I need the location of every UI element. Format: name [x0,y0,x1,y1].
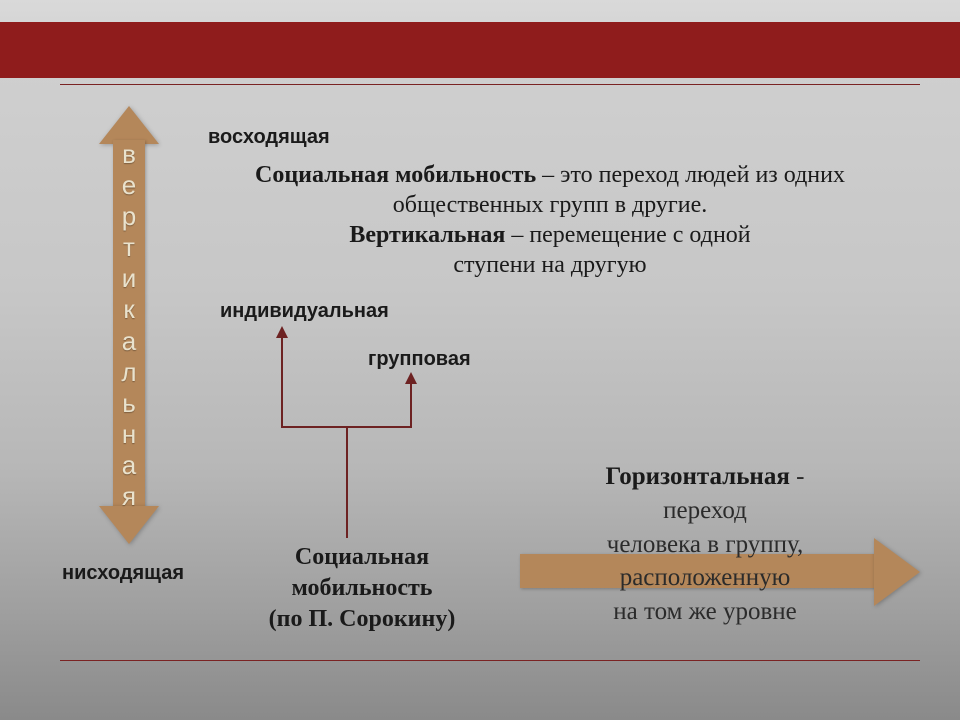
definition-l2: общественных групп в другие. [190,190,910,220]
top-bar [0,22,960,78]
tree-root-l2: мобильность [232,573,492,604]
vertical-arrow-letter: ь [122,390,136,416]
definition-l3r: – перемещение с одной [505,222,750,248]
vertical-arrow-letter: л [121,359,136,385]
tree-line-stem [346,426,348,538]
vertical-arrow-letter: р [122,203,136,229]
definition-term1: Социальная мобильность [255,162,536,188]
vertical-arrow: вертикальная [105,110,153,540]
vertical-arrow-letter: к [123,296,134,322]
vertical-arrow-letter: я [122,483,136,509]
slide: вертикальная восходящая нисходящая Социа… [0,0,960,720]
horizontal-l5: на том же уровне [555,595,855,629]
tree-root-label: Социальная мобильность (по П. Сорокину) [232,542,492,636]
horizontal-l2: переход [555,494,855,528]
definition-l4: ступени на другую [190,250,910,280]
tree-root-l3: (по П. Сорокину) [232,604,492,635]
vertical-arrow-label: вертикальная [113,138,145,512]
definition-text: Социальная мобильность – это переход люд… [190,160,910,280]
label-descending: нисходящая [62,562,184,585]
vertical-arrow-letter: т [123,234,135,260]
tree-line-right-v [410,382,412,428]
definition-term2: Вертикальная [349,222,505,248]
top-divider-line [60,84,920,85]
horizontal-title: Горизонтальная [606,463,790,490]
tree-line-left-v [281,336,283,428]
horizontal-l3: человека в группу, [555,528,855,562]
horizontal-text: Горизонтальная - переход человека в груп… [555,460,855,629]
bottom-divider-line [60,660,920,661]
vertical-arrow-letter: в [122,141,136,167]
horizontal-l4: расположенную [555,561,855,595]
horizontal-title-rest: - [790,463,805,490]
vertical-arrow-letter: е [122,172,136,198]
definition-l1r: – это переход людей из одних [536,162,845,188]
tree-root-l1: Социальная [232,542,492,573]
vertical-arrow-letter: н [122,421,136,447]
tree-label-individual: индивидуальная [220,300,389,323]
label-ascending: восходящая [208,126,330,149]
tree-label-group: групповая [368,348,471,371]
vertical-arrow-letter: а [122,328,136,354]
vertical-arrow-letter: а [122,452,136,478]
arrow-right-icon [874,538,920,606]
vertical-arrow-letter: и [122,265,137,291]
